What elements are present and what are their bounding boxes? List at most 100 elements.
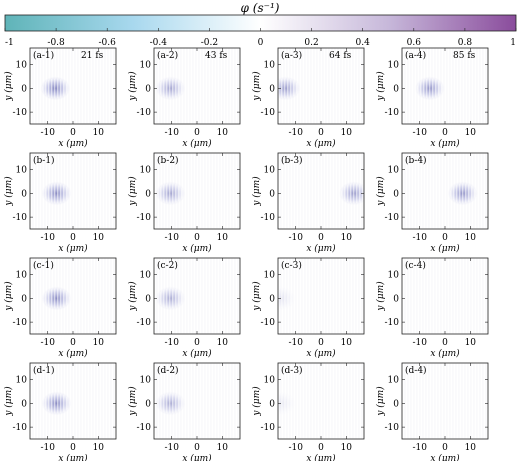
y-tick-label: 0	[21, 294, 27, 304]
y-tick-label: 0	[393, 84, 399, 94]
y-tick-label: 0	[269, 399, 275, 409]
y-tick-label: 10	[388, 376, 400, 386]
y-axis-label: y (μm)	[3, 281, 14, 312]
x-tick-label: -10	[412, 128, 427, 138]
colorbar-tick-label: 0.6	[407, 38, 422, 48]
x-tick-label: 10	[341, 233, 353, 243]
panel-label: (d-2)	[157, 365, 179, 376]
pulse-group	[155, 391, 186, 416]
x-axis-label: x (μm)	[430, 453, 460, 461]
x-tick-label: 10	[217, 128, 229, 138]
x-axis-label: x (μm)	[58, 243, 88, 254]
panel-label: (d-4)	[405, 365, 427, 376]
pulse-fringes	[43, 393, 70, 414]
x-tick-label: -10	[288, 443, 303, 453]
y-tick-label: 10	[16, 271, 28, 281]
x-axis-label: x (μm)	[430, 243, 460, 254]
x-tick-label: 10	[93, 233, 105, 243]
x-tick-label: 0	[442, 233, 448, 243]
y-tick-label: 10	[140, 271, 152, 281]
pulse-fringes	[278, 288, 294, 309]
x-tick-label: -10	[164, 233, 179, 243]
x-tick-label: 10	[93, 338, 105, 348]
y-tick-label: 10	[16, 61, 28, 71]
y-axis-label: y (μm)	[127, 176, 138, 207]
pulse-fringes	[42, 78, 69, 99]
y-tick-label: -10	[261, 423, 276, 433]
y-tick-label: -10	[385, 318, 400, 328]
pulse-group	[278, 76, 301, 101]
panel-label: (a-1)	[33, 50, 54, 61]
pulse-fringes	[43, 288, 70, 309]
x-tick-label: 0	[442, 128, 448, 138]
y-axis-label: y (μm)	[375, 386, 386, 417]
panel-time-label: 43 fs	[205, 51, 228, 61]
y-axis-label: y (μm)	[127, 71, 138, 102]
panel-background	[402, 258, 488, 334]
colorbar-tick-label: -0.2	[201, 38, 218, 48]
x-tick-label: -10	[40, 443, 55, 453]
colorbar-tick-label: -0.4	[150, 38, 168, 48]
x-tick-label: 0	[70, 338, 76, 348]
panel-label: (d-3)	[281, 365, 303, 376]
x-tick-label: 0	[442, 443, 448, 453]
pulse-fringes	[340, 183, 364, 204]
pulse-fringes	[157, 78, 184, 99]
x-tick-label: 0	[442, 338, 448, 348]
pulse-fringes	[157, 183, 184, 204]
y-axis-label: y (μm)	[251, 71, 262, 102]
colorbar-tick-label: -1	[5, 38, 14, 48]
x-axis-label: x (μm)	[306, 453, 336, 461]
y-tick-label: -10	[137, 423, 152, 433]
y-axis-label: y (μm)	[127, 386, 138, 417]
colorbar-tick-label: 0.4	[356, 38, 371, 48]
x-tick-label: 0	[318, 233, 324, 243]
x-tick-label: -10	[164, 128, 179, 138]
colorbar-tick-label: 0	[258, 38, 264, 48]
y-tick-label: 10	[16, 166, 28, 176]
pulse-fringes	[449, 183, 476, 204]
colorbar-tick-label: 0.8	[458, 38, 473, 48]
y-tick-label: 0	[393, 189, 399, 199]
x-tick-label: 0	[70, 128, 76, 138]
x-tick-label: 0	[70, 443, 76, 453]
y-tick-label: 10	[140, 166, 152, 176]
y-tick-label: 10	[264, 376, 276, 386]
pulse-group	[338, 181, 364, 206]
pulse-fringes	[278, 78, 299, 99]
panel-time-label: 85 fs	[453, 51, 476, 61]
y-tick-label: 10	[264, 166, 276, 176]
y-tick-label: -10	[13, 318, 28, 328]
pulse-group	[278, 286, 296, 311]
x-axis-label: x (μm)	[430, 138, 460, 149]
x-tick-label: 10	[93, 443, 105, 453]
x-axis-label: x (μm)	[58, 348, 88, 359]
y-tick-label: -10	[137, 213, 152, 223]
pulse-fringes	[157, 393, 184, 414]
y-tick-label: 0	[145, 84, 151, 94]
x-tick-label: 10	[465, 128, 477, 138]
x-tick-label: 10	[217, 338, 229, 348]
colorbar-tick-label: -0.6	[99, 38, 117, 48]
pulse-fringes	[278, 393, 294, 414]
x-tick-label: 0	[318, 338, 324, 348]
y-tick-label: 10	[140, 61, 152, 71]
x-tick-label: -10	[412, 233, 427, 243]
x-axis-label: x (μm)	[58, 453, 88, 461]
y-axis-label: y (μm)	[375, 176, 386, 207]
colorbar-title: φ (s⁻¹)	[240, 1, 280, 15]
x-tick-label: 10	[465, 233, 477, 243]
panel-label: (c-1)	[33, 260, 54, 271]
pulse-group	[155, 286, 186, 311]
x-tick-label: -10	[40, 338, 55, 348]
y-axis-label: y (μm)	[3, 71, 14, 102]
x-axis-label: x (μm)	[306, 348, 336, 359]
panel-time-label: 64 fs	[329, 51, 352, 61]
x-tick-label: 10	[465, 338, 477, 348]
panel-label: (c-2)	[157, 260, 178, 271]
y-tick-label: -10	[261, 108, 276, 118]
x-tick-label: 10	[93, 128, 105, 138]
